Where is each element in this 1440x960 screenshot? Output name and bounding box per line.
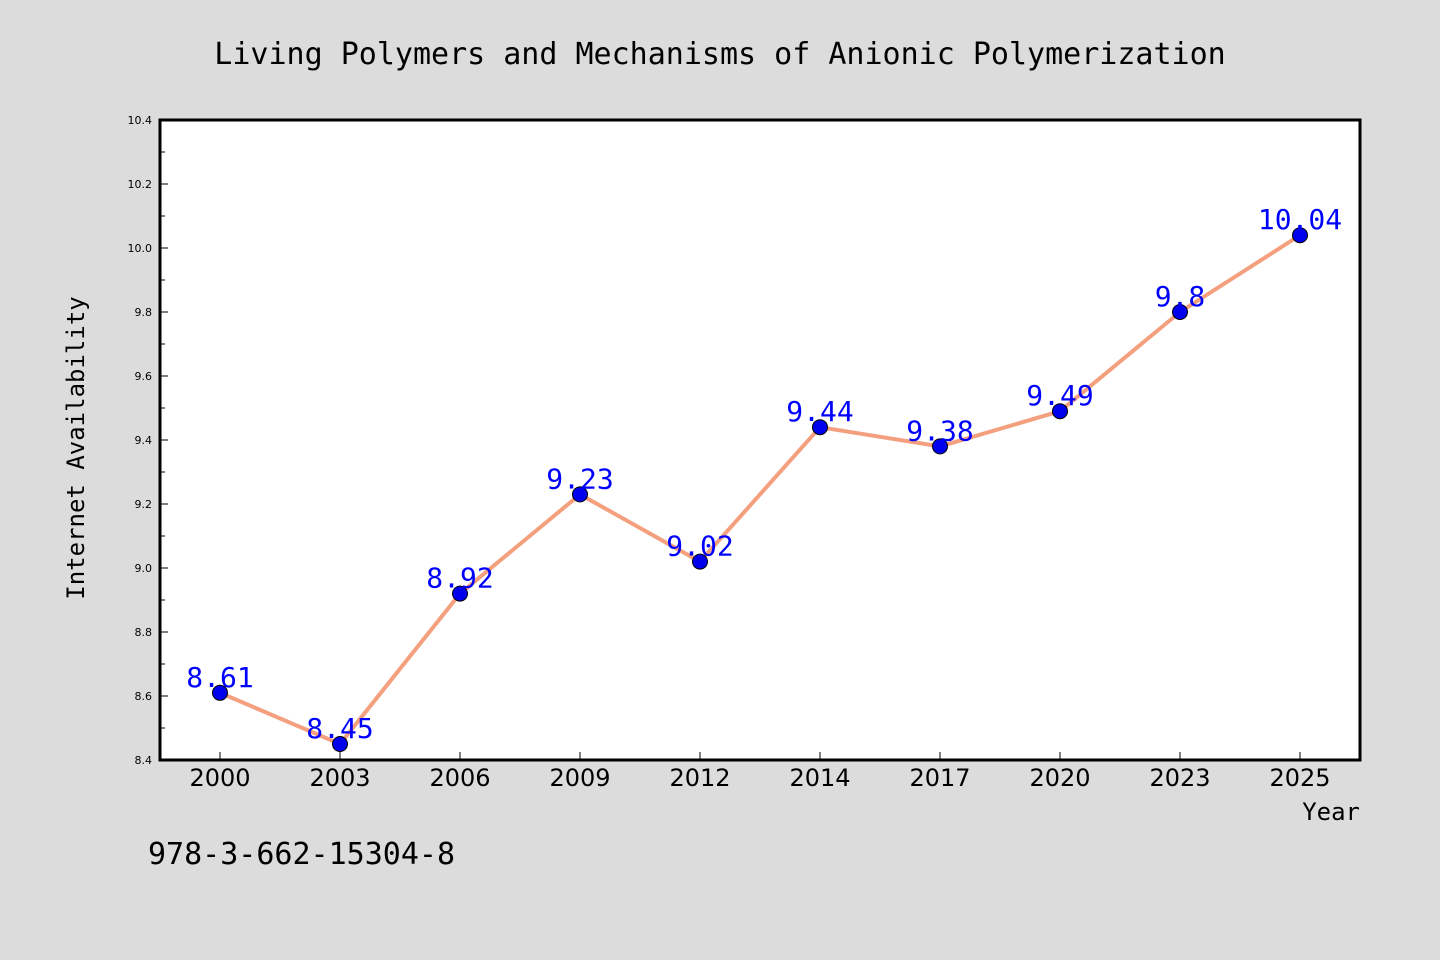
x-tick-label: 2014 [789,764,850,792]
x-tick-label: 2000 [189,764,250,792]
data-label: 9.49 [1026,379,1093,412]
x-tick-label: 2009 [549,764,610,792]
data-label: 9.8 [1155,280,1206,313]
data-label: 9.02 [666,530,733,563]
y-tick-label: 8.4 [135,754,153,767]
data-label: 10.04 [1258,203,1342,236]
series-line-group [218,233,1302,746]
data-point [812,419,828,436]
y-tick-label: 9.6 [135,370,153,383]
y-tick-label: 10.0 [128,242,153,255]
data-point [332,736,348,752]
y-tick-label: 9.8 [135,306,153,319]
y-tick-label: 10.4 [128,114,153,127]
x-tick-label: 2017 [909,764,970,792]
data-label: 8.61 [186,661,253,694]
y-tick-label: 8.6 [135,690,153,703]
data-markers [212,227,1308,752]
isbn-annotation: 978-3-662-15304-8 [148,837,455,872]
data-label: 9.23 [546,462,613,495]
data-labels: 8.61 8.45 8.92 9.23 9.02 9.44 9.38 9.49 9.8 10.04 [186,203,1342,745]
data-point [1292,227,1308,244]
data-label: 8.45 [306,712,373,745]
x-axis-label: Year [1302,798,1360,826]
x-axis: 2000 2003 2006 2009 2012 2014 2017 2020 2023 2025 [189,752,1331,792]
data-label: 8.92 [426,562,493,595]
y-tick-label: 8.8 [135,626,153,639]
y-tick-label: 9.4 [135,434,153,447]
plot-frame [158,118,1362,762]
data-point [572,486,588,503]
x-tick-label: 2020 [1029,764,1090,792]
x-tick-label: 2012 [669,764,730,792]
data-label: 9.38 [906,414,973,447]
data-point [452,585,468,602]
x-tick-label: 2025 [1269,764,1330,792]
x-tick-label: 2003 [309,764,370,792]
data-point [1172,304,1188,320]
data-point [932,438,948,455]
data-point [1052,403,1068,420]
y-tick-label: 10.2 [128,178,153,191]
chart-title: Living Polymers and Mechanisms of Anioni… [214,37,1225,72]
plot-area [160,120,1360,760]
y-axis-label: Internet Availability [62,296,90,599]
x-tick-label: 2023 [1149,764,1210,792]
data-point [212,684,228,701]
data-point [692,553,708,570]
y-tick-label: 9.2 [135,498,153,511]
series-line [218,233,1302,746]
x-tick-label: 2006 [429,764,490,792]
data-label: 9.44 [786,395,853,428]
y-axis: 8.4 8.6 8.8 9.0 9.2 9.4 9.6 9.8 10.0 10.2 10.4 [128,114,168,767]
y-tick-label: 9.0 [135,562,153,575]
